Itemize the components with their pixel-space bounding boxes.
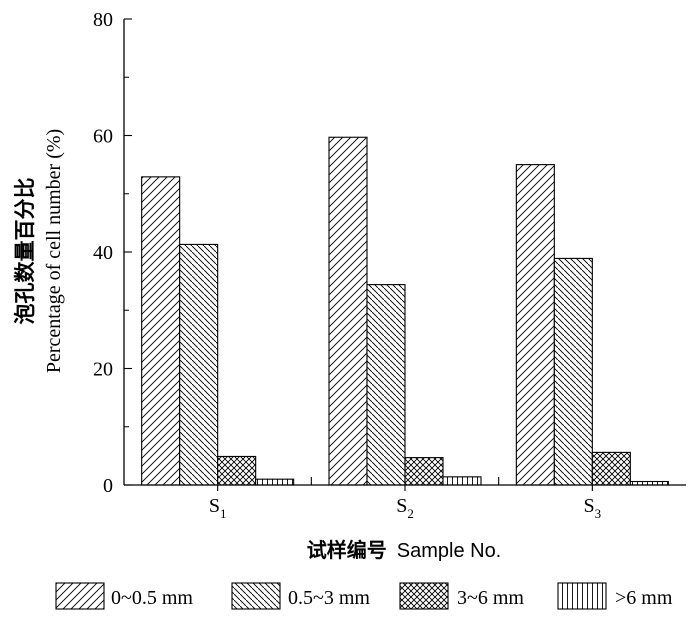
legend-swatch-4 (557, 582, 607, 610)
bar-S2-series-1 (328, 136, 368, 486)
y-axis-title-en: Percentage of cell number (%) (43, 129, 65, 373)
legend: 0~0.5 mm 0.5~3 mm 3~6 mm >6 mm (55, 582, 673, 610)
bar-S2-series-4 (442, 476, 482, 486)
legend-swatch-2 (231, 582, 281, 610)
y-tick-label: 60 (93, 126, 113, 148)
x-tick-label-S2: S2 (396, 495, 414, 521)
x-axis-title-cn: 试样编号 (307, 538, 387, 562)
bar-S1-series-3 (217, 455, 257, 486)
bar-S3-series-2 (553, 257, 593, 486)
bar-S2-series-3 (404, 457, 444, 486)
y-tick-label: 20 (93, 359, 113, 381)
legend-label-1: 0~0.5 mm (111, 587, 193, 609)
x-tick-label-S1: S1 (209, 495, 227, 521)
bar-S1-series-1 (141, 176, 181, 486)
y-tick-label: 0 (103, 475, 113, 497)
y-axis-title-cn: 泡孔数量百分比 (13, 178, 37, 325)
legend-label-4: >6 mm (615, 587, 673, 609)
axes-layer: 0 20 40 60 80 S1 S2 S3 (93, 9, 686, 521)
legend-swatch-3 (399, 582, 449, 610)
y-tick-label: 80 (93, 9, 113, 31)
bar-S3-series-1 (515, 164, 555, 486)
x-axis-title: 试样编号 Sample No. (307, 538, 502, 562)
y-tick-label: 40 (93, 242, 113, 264)
legend-swatch-1 (55, 582, 105, 610)
x-axis-title-en: Sample No. (397, 540, 502, 562)
bar-S3-series-3 (591, 451, 631, 486)
bar-S2-series-2 (366, 284, 406, 486)
bar-S1-series-4 (255, 478, 295, 486)
legend-label-3: 3~6 mm (457, 587, 524, 609)
legend-label-2: 0.5~3 mm (288, 587, 370, 609)
bar-S1-series-2 (179, 243, 219, 486)
bars-layer (141, 136, 669, 486)
x-tick-label-S3: S3 (584, 495, 602, 521)
